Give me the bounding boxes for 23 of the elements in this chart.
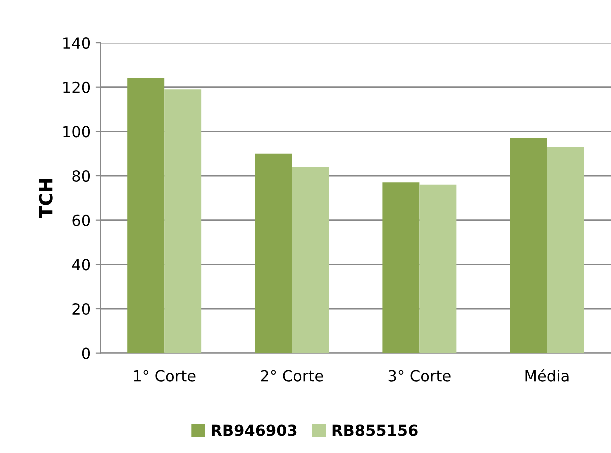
legend-label: RB855156 — [332, 424, 418, 436]
bar — [292, 167, 330, 354]
y-tick-label: 20 — [72, 303, 90, 316]
y-tick-label: 0 — [82, 348, 90, 360]
y-tick-label: 100 — [64, 126, 90, 138]
y-axis-title: TCH — [39, 180, 53, 218]
x-tick-label: Média — [526, 369, 569, 382]
bar — [382, 182, 420, 354]
y-tick-label: 60 — [72, 214, 90, 226]
bar — [510, 138, 548, 354]
y-tick-label: 40 — [72, 259, 90, 271]
bar — [255, 154, 292, 354]
y-tick-label: 80 — [72, 170, 90, 182]
x-tick-label: 1° Corte — [134, 370, 196, 382]
legend-label: RB946903 — [212, 424, 297, 436]
x-tick-label: 2° Corte — [261, 370, 324, 382]
y-tick-label: 140 — [64, 38, 90, 50]
y-tick-label: 120 — [64, 82, 90, 94]
bar — [164, 90, 202, 354]
bar — [547, 147, 584, 354]
bar — [128, 78, 165, 354]
bar — [420, 184, 457, 354]
x-tick-label: 3° Corte — [388, 370, 451, 382]
